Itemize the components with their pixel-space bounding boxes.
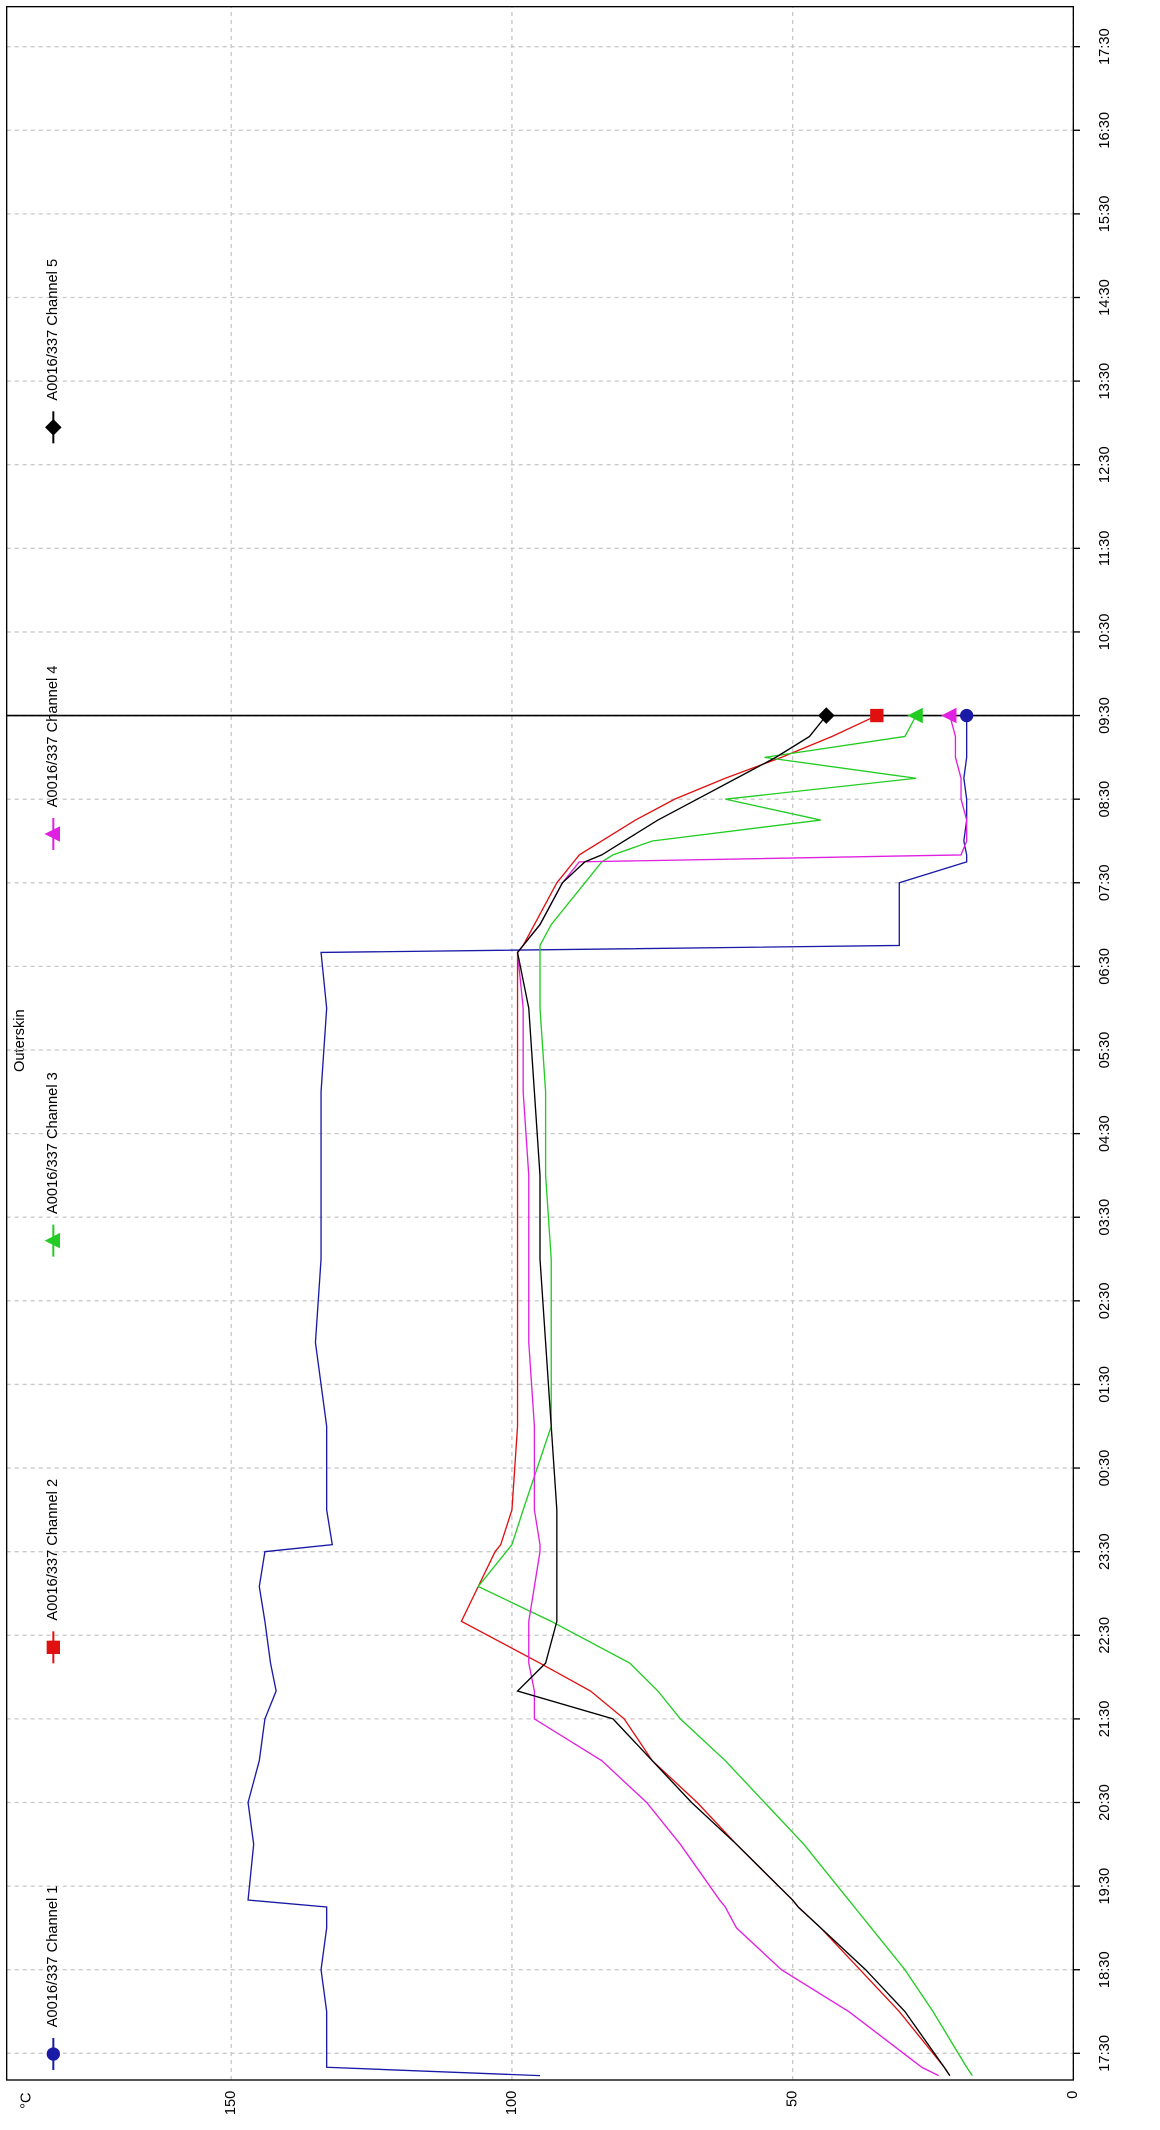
chart-body: Outerskin °C 0 50 100 150 17:30 18:30 19:30 20:…: [6, 6, 1113, 2115]
x-tick-label: 08:30: [1097, 781, 1113, 818]
y-axis-label: °C: [19, 2092, 35, 2109]
x-tick-label: 14:30: [1097, 279, 1113, 316]
x-tick-label: 20:30: [1097, 1784, 1113, 1821]
legend-label: A0016/337 Channel 4: [45, 666, 61, 808]
x-tick-label: 04:30: [1097, 1115, 1113, 1152]
chart-title: Outerskin: [12, 1009, 28, 1072]
x-tick-label: 17:30: [1097, 2035, 1113, 2072]
x-tick-label: 18:30: [1097, 1951, 1113, 1988]
x-tick-label: 11:30: [1097, 531, 1113, 567]
x-tick-label: 00:30: [1097, 1450, 1113, 1487]
end-marker: [907, 707, 923, 724]
legend-marker: [45, 419, 62, 436]
x-tick-label: 07:30: [1097, 864, 1113, 901]
y-tick-label: 150: [223, 2091, 239, 2115]
x-tick-label: 17:30: [1097, 28, 1113, 65]
x-tick-label: 12:30: [1097, 446, 1113, 483]
x-tick-label: 10:30: [1097, 614, 1113, 651]
x-tick-label: 21:30: [1097, 1701, 1113, 1738]
x-tick-label: 05:30: [1097, 1032, 1113, 1069]
legend-label: A0016/337 Channel 3: [45, 1072, 61, 1214]
legend-label: A0016/337 Channel 1: [45, 1886, 61, 2028]
series-line: [516, 715, 968, 2077]
plot-frame: [6, 6, 1074, 2081]
x-tick-label: 09:30: [1097, 697, 1113, 734]
y-tick-label: 0: [1065, 2091, 1081, 2099]
end-marker: [870, 708, 884, 723]
x-tick-label: 01:30: [1097, 1366, 1113, 1403]
legend-label: A0016/337 Channel 2: [45, 1479, 61, 1621]
legend-marker: [46, 1640, 60, 1655]
legend-marker: [44, 826, 60, 842]
x-tick-label: 15:30: [1097, 196, 1113, 233]
end-marker: [818, 707, 835, 724]
legend-label: A0016/337 Channel 5: [45, 259, 61, 401]
x-tick-label: 13:30: [1097, 363, 1113, 400]
y-tick-label: 100: [504, 2091, 520, 2115]
x-tick-label: 03:30: [1097, 1199, 1113, 1236]
end-marker: [940, 707, 957, 724]
series-line: [247, 715, 968, 2077]
legend-marker: [44, 1232, 60, 1249]
x-tick-label: 22:30: [1097, 1617, 1113, 1654]
end-marker: [960, 708, 974, 723]
series-line: [516, 715, 951, 2076]
x-tick-label: 16:30: [1097, 112, 1113, 149]
y-tick-label: 50: [785, 2091, 801, 2107]
legend-marker: [46, 2047, 60, 2061]
x-tick-label: 19:30: [1097, 1868, 1113, 1905]
x-tick-label: 06:30: [1097, 948, 1113, 985]
x-tick-label: 02:30: [1097, 1282, 1113, 1319]
x-tick-label: 23:30: [1097, 1533, 1113, 1570]
